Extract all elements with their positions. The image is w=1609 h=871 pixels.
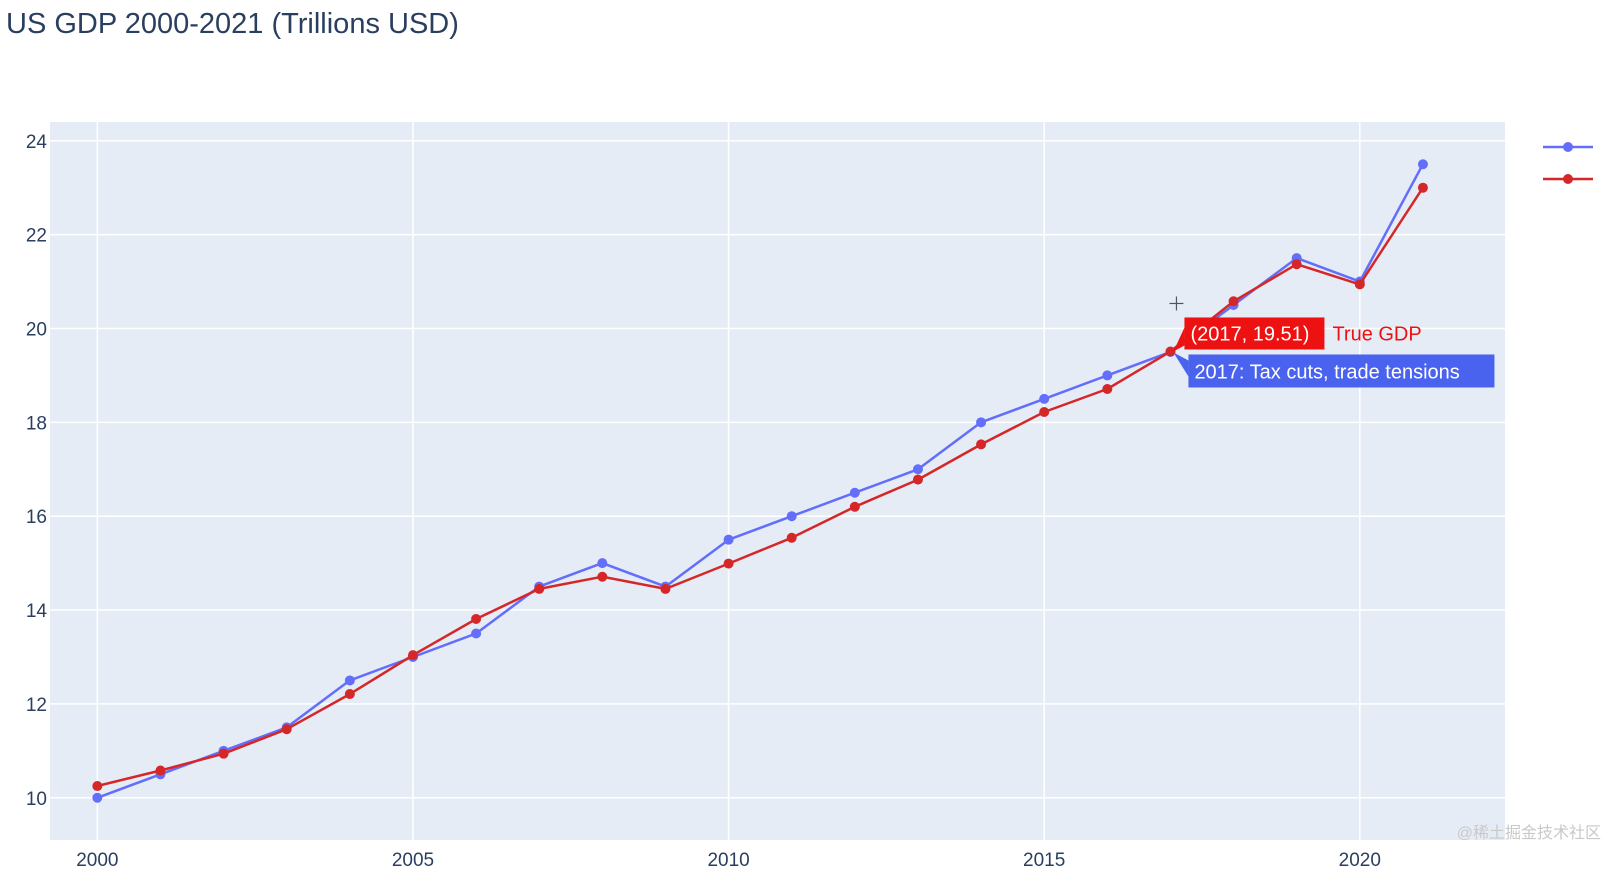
data-point[interactable] (786, 532, 797, 543)
y-tick-label: 12 (26, 695, 47, 716)
tick-layer: 2000 2005 2010 2015 2020 10 12 14 16 18 20 22 24 (26, 132, 1381, 871)
plot-background (50, 122, 1505, 840)
x-tick-label: 2005 (392, 850, 434, 871)
data-point[interactable] (1039, 393, 1050, 404)
data-point[interactable] (218, 748, 229, 759)
hover-label-series-name: True GDP (1332, 323, 1421, 345)
data-point[interactable] (976, 417, 987, 428)
legend-swatch-marker (1563, 142, 1573, 152)
data-point[interactable] (723, 534, 734, 545)
data-point[interactable] (344, 675, 355, 686)
data-point[interactable] (597, 558, 608, 569)
legend-item-1[interactable] (1543, 174, 1593, 184)
y-tick-label: 24 (26, 132, 48, 153)
data-point[interactable] (1165, 346, 1176, 357)
data-point[interactable] (407, 650, 418, 661)
data-point[interactable] (92, 792, 103, 803)
data-point[interactable] (1102, 384, 1113, 395)
data-point[interactable] (786, 511, 797, 522)
y-tick-label: 22 (26, 226, 47, 247)
data-point[interactable] (281, 724, 292, 735)
data-point[interactable] (597, 571, 608, 582)
y-tick-label: 18 (26, 413, 47, 434)
data-point[interactable] (912, 474, 923, 485)
x-tick-label: 2010 (707, 850, 749, 871)
x-tick-label: 2020 (1339, 850, 1381, 871)
data-point[interactable] (849, 487, 860, 498)
watermark: @稀土掘金技术社区 (1456, 825, 1601, 842)
hover-layer: (2017, 19.51) True GDP 2017: Tax cuts, tra… (1169, 296, 1495, 388)
data-point[interactable] (471, 628, 482, 639)
data-point[interactable] (1039, 407, 1050, 418)
chart-title: US GDP 2000-2021 (Trillions USD) (6, 8, 459, 40)
hover-label-primary-box (1184, 317, 1325, 350)
x-tick-label: 2015 (1023, 850, 1065, 871)
data-point[interactable] (912, 464, 923, 475)
y-tick-label: 10 (26, 789, 47, 810)
data-point[interactable] (660, 583, 671, 594)
legend-item-0[interactable] (1543, 142, 1593, 152)
data-point[interactable] (1417, 182, 1428, 193)
hover-label-secondary: 2017: Tax cuts, trade tensions (1194, 361, 1459, 383)
data-point[interactable] (976, 439, 987, 450)
data-point[interactable] (534, 583, 545, 594)
x-tick-label: 2000 (76, 850, 118, 871)
data-point[interactable] (1228, 296, 1239, 307)
data-point[interactable] (471, 613, 482, 624)
data-point[interactable] (1417, 159, 1428, 170)
data-point[interactable] (1354, 279, 1365, 290)
hover-label-primary: (2017, 19.51) (1190, 323, 1309, 345)
legend[interactable] (1543, 142, 1593, 184)
y-tick-label: 14 (26, 601, 48, 622)
hover-pointer (1173, 327, 1185, 352)
data-point[interactable] (849, 501, 860, 512)
y-tick-label: 20 (26, 319, 47, 340)
data-point[interactable] (92, 781, 103, 792)
data-point[interactable] (723, 558, 734, 569)
hover-pointer (1173, 352, 1189, 377)
hover-label-secondary-box (1188, 354, 1495, 388)
data-point[interactable] (155, 765, 166, 776)
data-point[interactable] (1291, 259, 1302, 270)
data-point[interactable] (344, 689, 355, 700)
data-point[interactable] (1102, 370, 1113, 381)
y-tick-label: 16 (26, 507, 47, 528)
legend-swatch-marker (1563, 174, 1573, 184)
